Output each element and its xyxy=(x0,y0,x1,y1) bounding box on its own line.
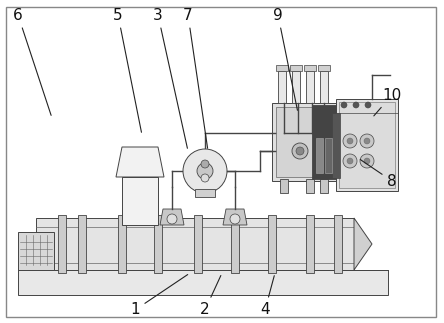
Circle shape xyxy=(292,143,308,159)
Polygon shape xyxy=(354,218,372,270)
Polygon shape xyxy=(116,147,164,177)
Text: 2: 2 xyxy=(200,276,221,318)
Circle shape xyxy=(353,102,359,108)
Polygon shape xyxy=(160,209,184,225)
Bar xyxy=(154,215,162,273)
Bar xyxy=(276,107,336,177)
Circle shape xyxy=(230,214,240,224)
Bar xyxy=(194,215,202,273)
Bar xyxy=(306,71,314,103)
Bar xyxy=(36,218,354,270)
Text: 10: 10 xyxy=(374,88,402,116)
Text: 8: 8 xyxy=(360,160,397,189)
Text: 4: 4 xyxy=(260,276,274,318)
Bar xyxy=(118,215,126,273)
Bar xyxy=(276,65,288,71)
Bar xyxy=(18,232,54,270)
Circle shape xyxy=(347,138,353,144)
Bar xyxy=(320,71,328,103)
Text: 5: 5 xyxy=(113,7,142,132)
Bar xyxy=(336,99,398,191)
Bar xyxy=(58,215,66,273)
Bar xyxy=(278,71,286,103)
Bar xyxy=(231,215,239,273)
Bar xyxy=(325,138,332,173)
Text: 9: 9 xyxy=(273,7,297,110)
Bar xyxy=(306,215,314,273)
Text: 1: 1 xyxy=(130,275,188,318)
Bar xyxy=(312,105,336,179)
Bar xyxy=(268,215,276,273)
Bar xyxy=(316,138,323,173)
Circle shape xyxy=(343,154,357,168)
Circle shape xyxy=(197,163,213,179)
Bar xyxy=(320,179,328,193)
Bar xyxy=(280,179,288,193)
Bar xyxy=(339,102,395,188)
Circle shape xyxy=(296,147,304,155)
Text: 3: 3 xyxy=(153,7,187,148)
Circle shape xyxy=(167,214,177,224)
Bar xyxy=(18,270,388,295)
Circle shape xyxy=(365,102,371,108)
Circle shape xyxy=(364,138,370,144)
Circle shape xyxy=(360,154,374,168)
Bar xyxy=(290,65,302,71)
Circle shape xyxy=(343,134,357,148)
Circle shape xyxy=(201,160,209,168)
Bar xyxy=(332,113,340,178)
Bar xyxy=(306,179,314,193)
Bar xyxy=(304,65,316,71)
Bar xyxy=(78,215,86,273)
Circle shape xyxy=(347,158,353,164)
Bar xyxy=(292,71,300,103)
Circle shape xyxy=(360,134,374,148)
Bar xyxy=(122,177,158,225)
Bar xyxy=(195,189,215,197)
Text: 7: 7 xyxy=(183,7,208,148)
Circle shape xyxy=(201,174,209,182)
Bar xyxy=(334,215,342,273)
Circle shape xyxy=(364,158,370,164)
Bar xyxy=(318,65,330,71)
Circle shape xyxy=(183,149,227,193)
Circle shape xyxy=(341,102,347,108)
Polygon shape xyxy=(223,209,247,225)
Text: 6: 6 xyxy=(13,7,51,115)
Bar xyxy=(272,103,340,181)
